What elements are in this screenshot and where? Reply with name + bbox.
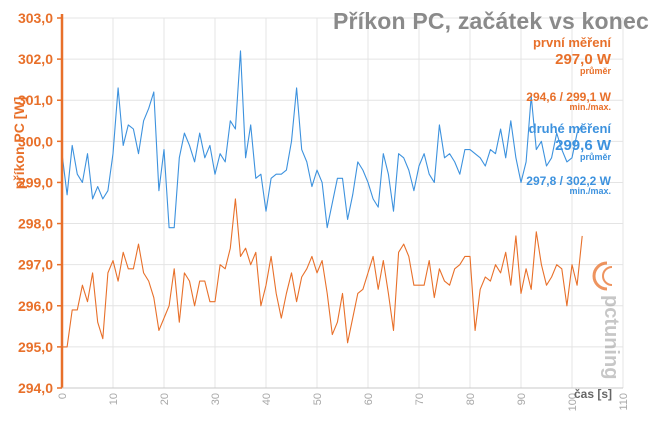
x-tick-label: 40 — [261, 393, 273, 405]
y-tick-label: 303,0 — [18, 10, 53, 26]
x-tick-labels: 0 10 20 30 40 50 60 70 80 90 100 110 — [57, 393, 630, 411]
y-tick-label: 298,0 — [18, 216, 53, 232]
chart-title: Příkon PC, začátek vs konec — [332, 8, 649, 34]
x-tick-label: 10 — [108, 393, 120, 405]
x-tick-label: 30 — [210, 393, 222, 405]
y-axis-label: příkon PC [W] — [11, 97, 27, 190]
y-tick-label: 297,0 — [18, 257, 53, 273]
legend-series-2-minmax-label: min./max. — [569, 186, 611, 196]
x-tick-label: 90 — [516, 393, 528, 405]
y-tick-label: 299,0 — [18, 174, 53, 190]
y-tick-label: 300,0 — [18, 133, 53, 149]
x-tick-label: 60 — [363, 393, 375, 405]
x-tick-label: 50 — [312, 393, 324, 405]
x-tick-label: 70 — [414, 393, 426, 405]
legend-series-2-avg: 299,6 W — [555, 137, 611, 154]
y-tick-label: 301,0 — [18, 92, 53, 108]
x-tick-label: 100 — [567, 393, 579, 411]
series-line-2 — [61, 50, 583, 229]
y-tick-label: 302,0 — [18, 51, 53, 67]
legend-series-1-minmax: 294,6 / 299,1 W — [526, 90, 611, 104]
legend-series-1-avg: 297,0 W — [555, 51, 611, 68]
x-axis-label: čas [s] — [574, 387, 612, 401]
legend-series-1: první měření 297,0 W průměr 294,6 / 299,… — [526, 36, 611, 112]
x-tick-label: 0 — [57, 393, 69, 399]
series-line-1 — [62, 198, 583, 348]
x-tick-label: 80 — [465, 393, 477, 405]
legend-series-2-minmax: 297,8 / 302,2 W — [526, 174, 611, 188]
legend-series-1-avg-label: průměr — [579, 66, 611, 76]
legend-series-1-name: první měření — [532, 35, 611, 50]
y-tick-labels: 294,0 295,0 296,0 297,0 298,0 299,0 300,0 301,0… — [18, 10, 53, 396]
x-tick-label: 110 — [618, 393, 630, 411]
axes — [57, 14, 623, 389]
legend-series-1-minmax-label: min./max. — [569, 102, 611, 112]
series-lines — [61, 50, 583, 348]
legend-series-2: druhé měření 299,6 W průměr 297,8 / 302,… — [526, 122, 611, 196]
y-tick-label: 296,0 — [18, 298, 53, 314]
legend-series-2-avg-label: průměr — [579, 152, 611, 162]
y-tick-label: 295,0 — [18, 339, 53, 355]
legend-series-2-name: druhé měření — [528, 121, 611, 136]
logo-text: pctuning — [600, 295, 622, 379]
pctuning-logo: pctuning — [592, 261, 622, 379]
x-tick-label: 20 — [159, 393, 171, 405]
y-tick-label: 294,0 — [18, 380, 53, 396]
